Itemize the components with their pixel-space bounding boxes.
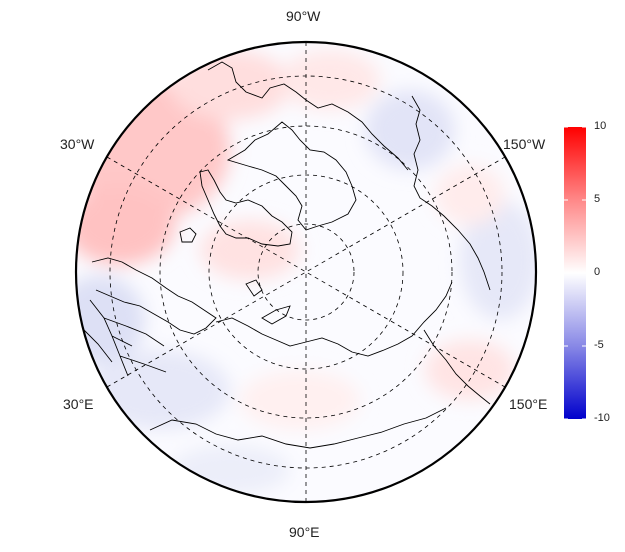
canada-arctic-coast: [226, 121, 357, 231]
siberia-coast: [215, 281, 453, 357]
europe-borders: [83, 299, 167, 377]
colorbar-ramp: [564, 127, 586, 419]
north-america-coast: [207, 61, 409, 171]
lon-label-30e: 30°E: [63, 396, 94, 412]
map-outline: [74, 40, 538, 504]
lon-label-30w: 30°W: [60, 136, 95, 152]
alaska-coast: [411, 95, 491, 291]
anomaly-field: [76, 42, 536, 502]
svalbard: [245, 279, 263, 297]
greenland-coast: [199, 169, 293, 247]
colorbar-tick-label: 10: [594, 120, 607, 132]
colorbar-tick-label: -10: [594, 412, 610, 424]
colorbar-tick-label: 5: [594, 193, 601, 205]
iceland: [179, 227, 197, 243]
novaya-zemlya: [261, 305, 291, 325]
lon-label-90e: 90°E: [289, 524, 320, 540]
colorbar: [564, 126, 586, 420]
lon-label-90w: 90°W: [286, 8, 321, 24]
graticule: [106, 42, 506, 502]
lon-label-150e: 150°E: [509, 396, 548, 412]
colorbar-tick-label: -5: [594, 339, 604, 351]
colorbar-tick-label: 0: [594, 266, 601, 278]
scandinavia-coast: [91, 257, 217, 335]
asia-south-border: [149, 407, 447, 449]
lon-label-150w: 150°W: [503, 136, 546, 152]
